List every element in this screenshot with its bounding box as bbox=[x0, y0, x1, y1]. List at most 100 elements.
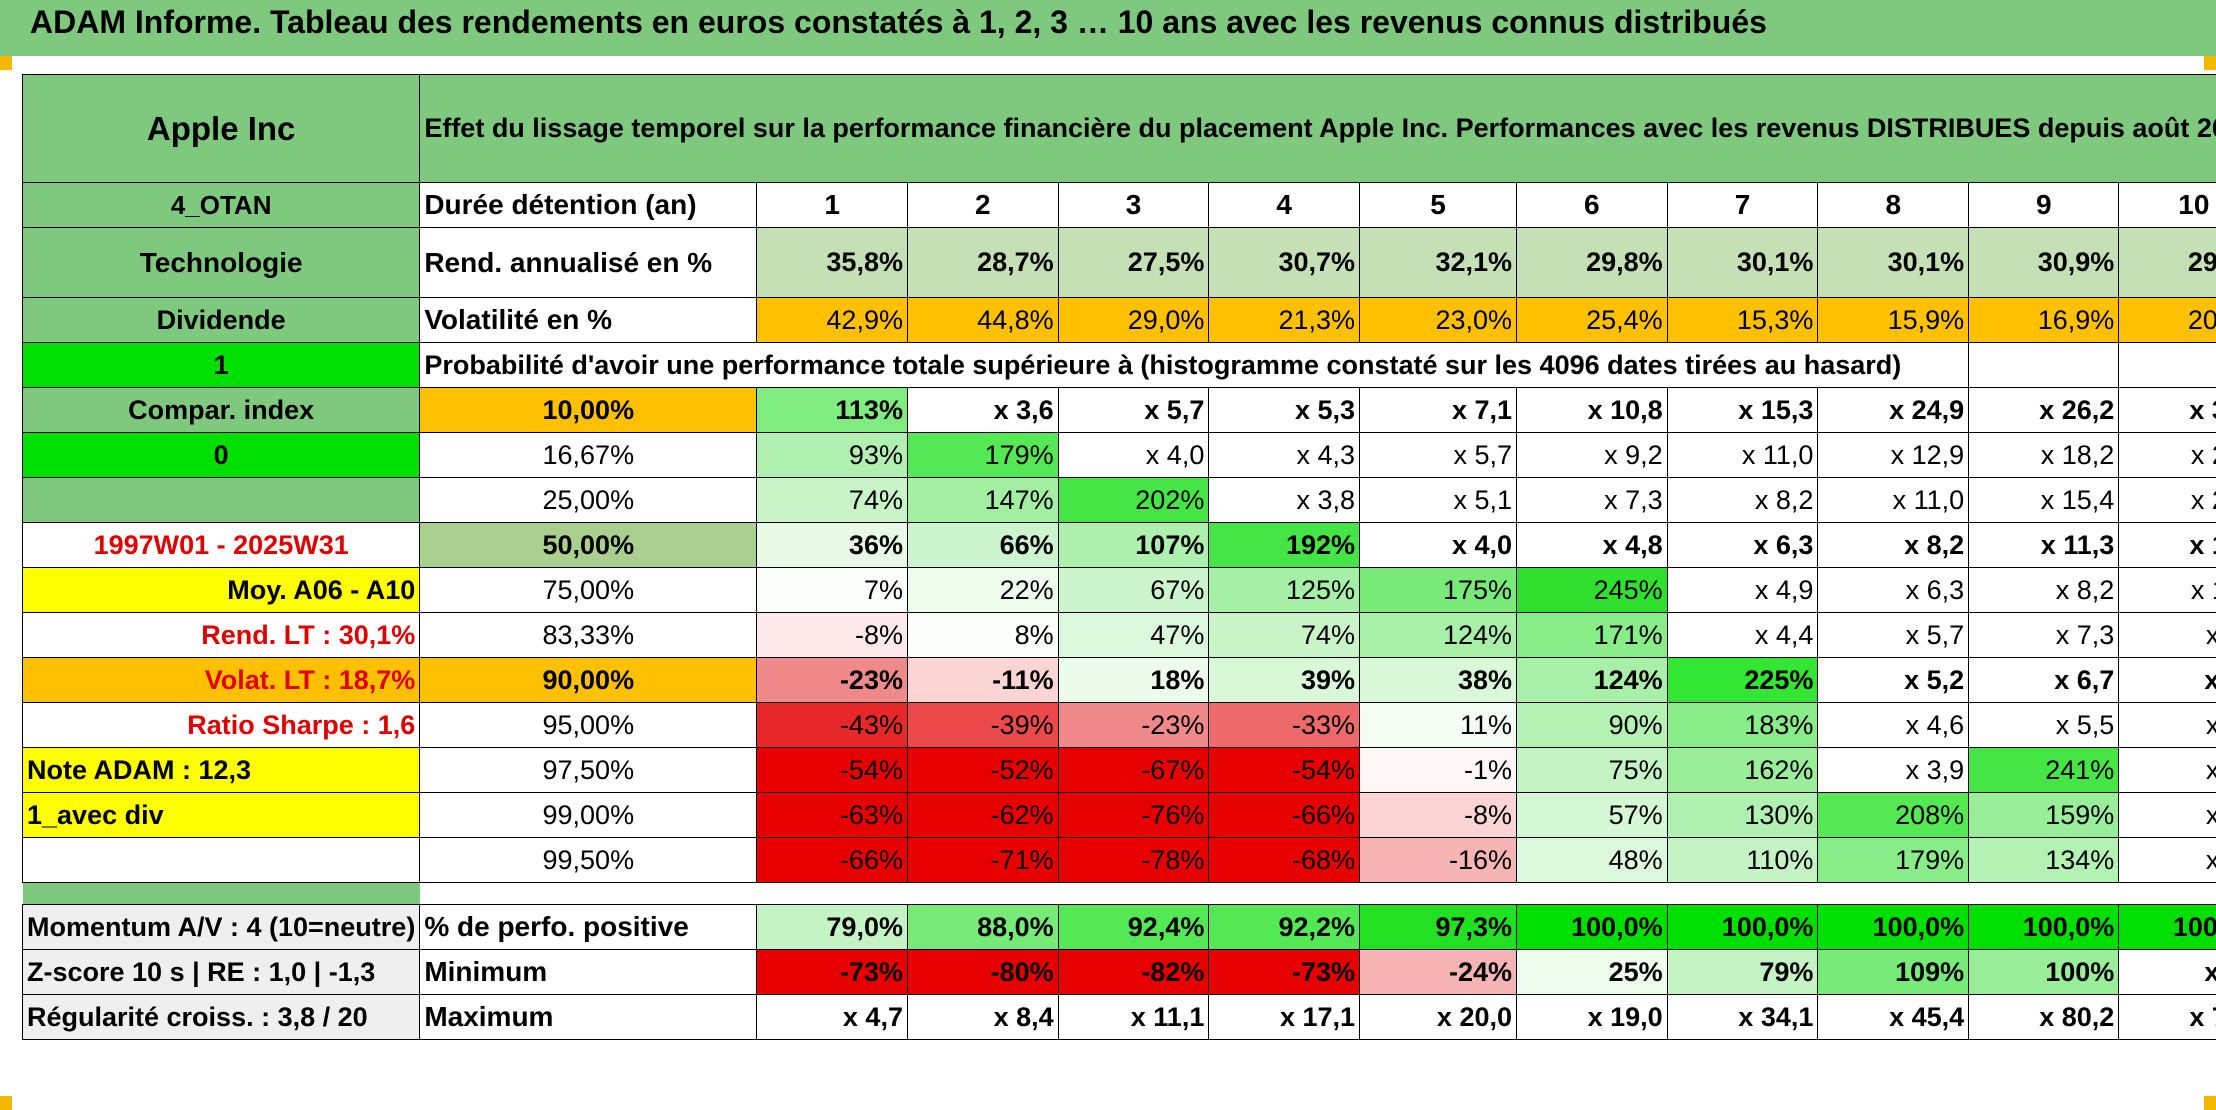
prob-value: 159% bbox=[1968, 792, 2120, 838]
min-value: 79% bbox=[1666, 949, 1819, 995]
prob-threshold: 10,00% bbox=[419, 387, 758, 433]
prob-value: x 5,3 bbox=[1208, 387, 1361, 433]
prob-value: 130% bbox=[1666, 792, 1819, 838]
prob-value: x 5,7 bbox=[1057, 387, 1210, 433]
prob-value: 36% bbox=[756, 522, 908, 568]
year-header: 8 bbox=[1817, 182, 1970, 228]
year-header: 6 bbox=[1516, 182, 1668, 228]
prob-threshold: 50,00% bbox=[419, 522, 758, 568]
prob-row: 0 16,67% 93% 179% x 4,0 x 4,3 x 5,7 x 9,2 x 11,0… bbox=[21, 432, 2216, 478]
prob-value: 162% bbox=[1666, 747, 1819, 793]
year-header: 5 bbox=[1359, 182, 1517, 228]
rend-value: 27,5% bbox=[1057, 227, 1210, 298]
prob-value: x 5,2 bbox=[1817, 657, 1970, 703]
prob-value: 8% bbox=[906, 612, 1059, 658]
prob-value: x 8,4 bbox=[2118, 657, 2216, 703]
prob-value: 124% bbox=[1516, 657, 1668, 703]
prob-row: 1_avec div 99,00% -63% -62% -76% -66% -8% 57% 13… bbox=[21, 792, 2216, 838]
prob-value: -33% bbox=[1208, 702, 1361, 748]
row-label-rend: Rend. annualisé en % bbox=[419, 227, 758, 298]
prob-value: -68% bbox=[1208, 837, 1361, 883]
prob-value: x 5,7 bbox=[1359, 432, 1517, 478]
prob-value: -39% bbox=[906, 702, 1059, 748]
rend-value: 30,7% bbox=[1208, 227, 1361, 298]
min-value: x 4,5 bbox=[2118, 949, 2216, 995]
spacer-row bbox=[22, 882, 2216, 905]
prob-value: x 11,3 bbox=[1968, 522, 2120, 568]
prob-threshold: 97,50% bbox=[419, 747, 758, 793]
vol-value: 25,4% bbox=[1516, 297, 1668, 343]
prob-value: -71% bbox=[906, 837, 1059, 883]
prob-value: 125% bbox=[1208, 567, 1361, 613]
vol-value: 15,9% bbox=[1817, 297, 1970, 343]
prob-value: x 3,8 bbox=[1208, 477, 1361, 523]
prob-row: Rend. LT : 30,1% 83,33% -8% 8% 47% 74% 124% 171… bbox=[21, 612, 2216, 658]
prob-value: -66% bbox=[1208, 792, 1361, 838]
prob-value: 175% bbox=[1359, 567, 1517, 613]
pos-value: 92,4% bbox=[1057, 904, 1210, 950]
prob-value: x 23,2 bbox=[2118, 477, 2216, 523]
max-value: x 4,7 bbox=[756, 994, 908, 1040]
prob-value: -76% bbox=[1057, 792, 1210, 838]
momentum-label: Momentum A/V : 4 (10=neutre) bbox=[21, 904, 421, 950]
moy-label: Moy. A06 - A10 bbox=[21, 567, 421, 613]
pos-row: Momentum A/V : 4 (10=neutre)% de perfo. … bbox=[21, 904, 2216, 950]
title-bar: ADAM Informe. Tableau des rendements en … bbox=[0, 0, 2216, 56]
prob-value: x 6,3 bbox=[1817, 567, 1970, 613]
prob-threshold: 90,00% bbox=[419, 657, 758, 703]
prob-value: 183% bbox=[1666, 702, 1819, 748]
prob-value: -8% bbox=[756, 612, 908, 658]
empty-cell bbox=[2118, 342, 2216, 388]
max-value: x 34,1 bbox=[1666, 994, 1819, 1040]
rend-value: 30,9% bbox=[1968, 227, 2120, 298]
year-header: 3 bbox=[1057, 182, 1210, 228]
prob-value: 107% bbox=[1057, 522, 1210, 568]
min-row: Z-score 10 s | RE : 1,0 | -1,3 Minimum -73… bbox=[21, 949, 2216, 995]
year-header: 7 bbox=[1666, 182, 1819, 228]
vol-value: 44,8% bbox=[906, 297, 1059, 343]
prob-value: x 6,8 bbox=[2118, 702, 2216, 748]
max-value: x 11,1 bbox=[1057, 994, 1210, 1040]
prob-value: -23% bbox=[756, 657, 908, 703]
max-value: x 76,1 bbox=[2118, 994, 2216, 1040]
prob-value: 124% bbox=[1359, 612, 1517, 658]
prob-value: x 5,3 bbox=[2118, 792, 2216, 838]
period-label: 1997W01 - 2025W31 bbox=[21, 522, 421, 568]
prob-value: x 12,9 bbox=[1817, 432, 1970, 478]
prob-value: 134% bbox=[1968, 837, 2120, 883]
prob-row: 25,00% 74% 147% 202% x 3,8 x 5,1 x 7,3 x 8,2 x 1… bbox=[21, 477, 2216, 523]
prob-value: x 13,5 bbox=[2118, 522, 2216, 568]
prob-value: x 11,0 bbox=[1817, 477, 1970, 523]
year-header: 2 bbox=[906, 182, 1059, 228]
prob-value: x 15,3 bbox=[1666, 387, 1819, 433]
returns-table: Apple Inc Effet du lissage temporel sur l… bbox=[21, 74, 2216, 1040]
prob-value: x 3,9 bbox=[1817, 747, 1970, 793]
prob-threshold: 83,33% bbox=[419, 612, 758, 658]
max-value: x 80,2 bbox=[1968, 994, 2120, 1040]
max-value: x 17,1 bbox=[1208, 994, 1361, 1040]
prob-value: 18% bbox=[1057, 657, 1210, 703]
year-header: 4 bbox=[1208, 182, 1361, 228]
corner-marker bbox=[0, 56, 12, 70]
spacer-cell bbox=[419, 882, 2216, 905]
row-label-min: Minimum bbox=[419, 949, 758, 995]
prob-value: x 5,7 bbox=[1817, 612, 1970, 658]
prob-value: 74% bbox=[756, 477, 908, 523]
header-row: Apple Inc Effet du lissage temporel sur l… bbox=[21, 74, 2216, 183]
prob-value: x 11,0 bbox=[1666, 432, 1819, 478]
min-value: 109% bbox=[1817, 949, 1970, 995]
prob-value: 179% bbox=[1817, 837, 1970, 883]
row-label-pos: % de perfo. positive bbox=[419, 904, 758, 950]
prob-value: x 4,0 bbox=[1359, 522, 1517, 568]
prob-value: -66% bbox=[756, 837, 908, 883]
prob-value: 245% bbox=[1516, 567, 1668, 613]
rend-value: 29,7% bbox=[2118, 227, 2216, 298]
empty-cell bbox=[1968, 342, 2120, 388]
compar-index-label: Compar. index bbox=[21, 387, 421, 433]
prob-value: x 6,7 bbox=[1968, 657, 2120, 703]
prob-row: 99,50% -66% -71% -78% -68% -16% 48% 110% 179% 134… bbox=[21, 837, 2216, 883]
prob-value: -54% bbox=[1208, 747, 1361, 793]
min-value: 100% bbox=[1968, 949, 2120, 995]
prob-value: -8% bbox=[1359, 792, 1517, 838]
year-header: 1 bbox=[756, 182, 908, 228]
